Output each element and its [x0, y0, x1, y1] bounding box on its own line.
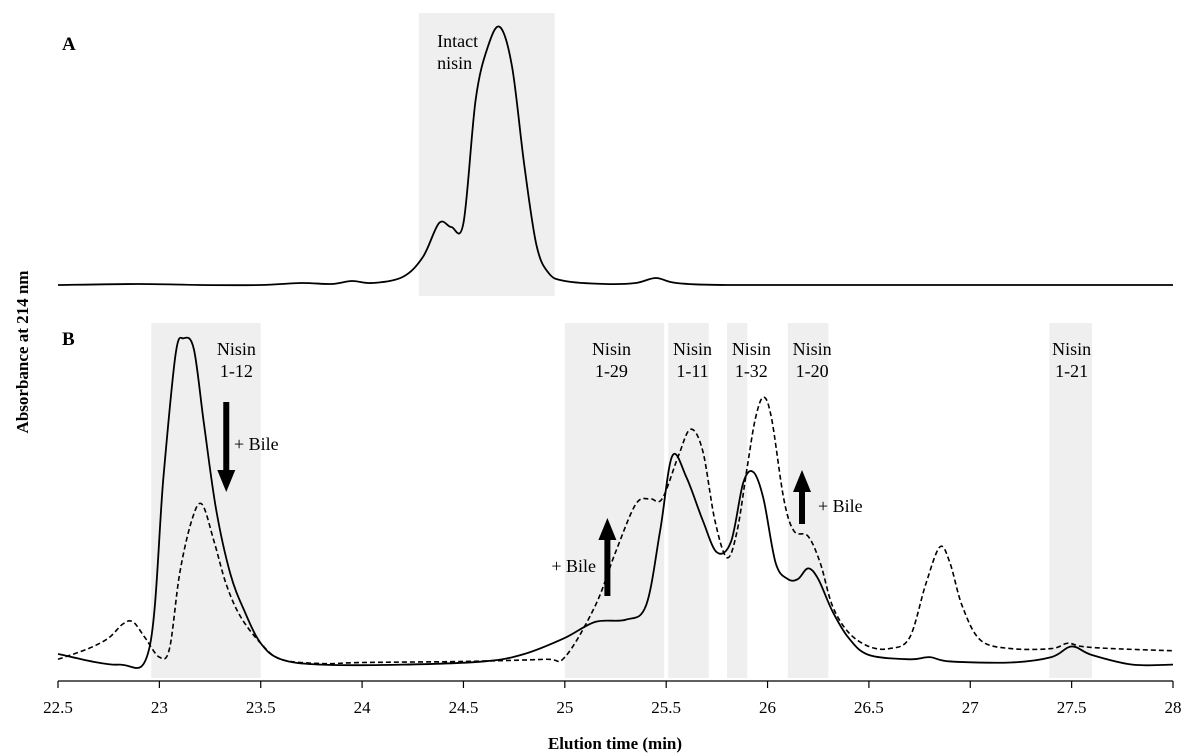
x-tick-label-0: 22.5: [43, 698, 73, 717]
bile-label-0: + Bile: [234, 434, 279, 454]
x-tick-label-10: 27.5: [1057, 698, 1087, 717]
shaded-region-b-5: [1049, 323, 1092, 678]
annotations: Intact nisin Nisin 1-12 Nisin 1-29 Nisin 1-11 Ni…: [217, 31, 1091, 596]
shaded-region-b-0: [151, 323, 261, 678]
panel-b-label: B: [62, 329, 75, 350]
bile-arrow-down-0: [217, 402, 236, 492]
x-tick-label-11: 28: [1165, 698, 1182, 717]
x-tick-label-1: 23: [151, 698, 168, 717]
series-lines: [57, 25, 1174, 669]
peak-label-b-0: Nisin 1-12: [217, 339, 256, 381]
peak-label-b-1: Nisin 1-29: [592, 339, 631, 381]
x-tick-label-4: 24.5: [449, 698, 479, 717]
panel-a-label: A: [62, 34, 76, 55]
shaded-region-b-3: [727, 323, 748, 678]
shaded-regions: [151, 13, 1092, 678]
x-axis-label: Elution time (min): [548, 734, 682, 753]
peak-label-b-5: Nisin 1-21: [1052, 339, 1091, 381]
x-tick-label-6: 25.5: [651, 698, 681, 717]
shaded-region-b-1: [564, 323, 665, 678]
peak-label-b-4: Nisin 1-20: [793, 339, 832, 381]
x-tick-label-9: 27: [962, 698, 980, 717]
bile-arrow-up-2: [793, 470, 812, 524]
shaded-region-b-2: [668, 323, 709, 678]
x-tick-label-7: 26: [759, 698, 776, 717]
peak-label-b-3: Nisin 1-32: [732, 339, 771, 381]
x-tick-label-8: 26.5: [854, 698, 884, 717]
x-axis: 22.5 23 23.5 24 24.5 25 25.5 26 26.5 27 27.5 28: [43, 680, 1182, 717]
x-tick-label-2: 23.5: [246, 698, 276, 717]
shaded-region-a-0: [418, 13, 555, 296]
series-a-solid-line: [57, 25, 1173, 287]
shaded-region-b-4: [787, 323, 829, 678]
peak-label-b-2: Nisin 1-11: [673, 339, 712, 381]
x-tick-label-5: 25: [556, 698, 573, 717]
x-tick-label-3: 24: [354, 698, 372, 717]
y-axis-label: Absorbance at 214 nm: [13, 271, 32, 434]
bile-arrow-up-1: [598, 518, 617, 596]
peak-label-a-0: Intact nisin: [437, 31, 478, 73]
bile-label-1: + Bile: [551, 556, 596, 576]
series-b-solid-line: [57, 336, 1174, 669]
bile-label-2: + Bile: [818, 496, 863, 516]
series-b-dashed-line: [57, 396, 1174, 665]
